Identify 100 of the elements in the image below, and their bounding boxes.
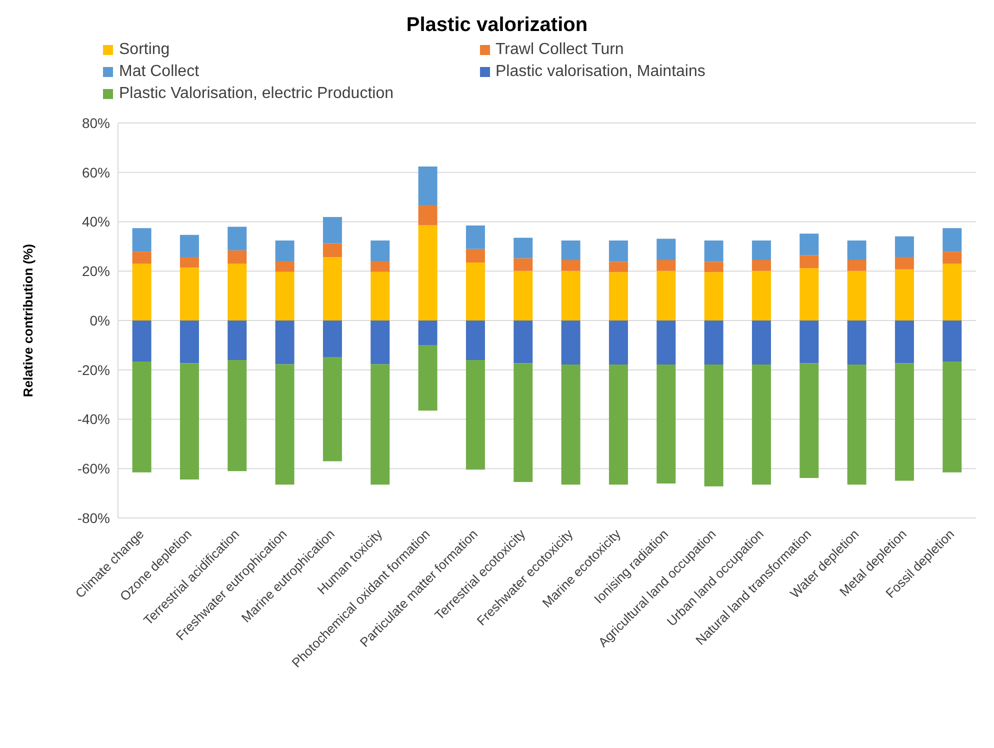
bar (656, 364, 676, 484)
bar (561, 260, 580, 271)
bar (275, 272, 294, 320)
bar (180, 268, 199, 320)
bar (800, 320, 819, 364)
bar (800, 234, 819, 256)
bar (656, 238, 676, 260)
y-tick-label: 20% (82, 263, 110, 280)
bar (418, 166, 438, 205)
bar (704, 262, 724, 272)
bar (942, 264, 962, 320)
bar (322, 243, 342, 258)
bar (275, 364, 294, 485)
bar (752, 260, 771, 271)
bar (132, 320, 152, 362)
bar (847, 320, 866, 364)
bar (514, 363, 533, 482)
bar (418, 345, 438, 411)
bar (466, 248, 485, 262)
bar (275, 320, 294, 364)
bar (800, 268, 819, 320)
bar (370, 320, 390, 364)
bar (608, 272, 628, 320)
bar (132, 228, 152, 252)
bar (704, 240, 724, 262)
bar (656, 270, 676, 320)
bar (894, 236, 914, 258)
legend-label: Plastic valorisation, Maintains (494, 63, 706, 81)
y-tick-label: -80% (77, 510, 110, 526)
bar (656, 260, 676, 271)
bar (800, 255, 819, 268)
bar (847, 270, 866, 320)
bar (228, 320, 247, 360)
bar (418, 204, 438, 226)
legend-label: Sorting (118, 41, 171, 59)
bar (370, 240, 390, 262)
bar (800, 363, 819, 478)
bar (847, 260, 866, 271)
bar (228, 264, 247, 320)
bar (608, 262, 628, 272)
bar (370, 364, 390, 485)
bar (514, 270, 533, 320)
bar (132, 264, 152, 320)
bar (132, 361, 152, 472)
bar (608, 364, 628, 485)
bar (561, 240, 580, 260)
bar (228, 360, 247, 472)
bar (752, 320, 771, 364)
bar (322, 257, 342, 320)
bar (418, 225, 438, 320)
bar (132, 252, 152, 264)
bar (275, 240, 294, 262)
bar (752, 270, 771, 320)
y-tick-label: 40% (82, 214, 110, 230)
bar (322, 320, 342, 358)
bar (561, 270, 580, 320)
y-tick-label: 80% (82, 114, 110, 131)
bar (514, 238, 533, 258)
bar (894, 257, 914, 270)
chart-title: Plastic valorization (405, 13, 589, 37)
bar (847, 240, 866, 260)
bar (466, 225, 485, 249)
bar (418, 320, 438, 346)
bar (704, 364, 724, 486)
legend-label: Plastic Valorisation, electric Production (118, 85, 394, 103)
bar (942, 252, 962, 264)
bar (322, 217, 342, 244)
bar (704, 272, 724, 320)
bar (228, 226, 247, 250)
bar (370, 272, 390, 320)
bar (180, 363, 199, 480)
bar (608, 320, 628, 364)
y-tick-label: -40% (77, 411, 110, 428)
bar (894, 363, 914, 481)
legend-label: Mat Collect (118, 63, 200, 81)
bar (466, 320, 485, 360)
bar (561, 364, 580, 485)
bar (942, 228, 962, 252)
bar (942, 361, 962, 472)
bar (752, 364, 771, 485)
bar (466, 262, 485, 320)
bar (656, 320, 676, 364)
bar (514, 320, 533, 364)
bar (180, 257, 199, 268)
bar (275, 261, 294, 272)
bar (180, 234, 199, 258)
bar (608, 240, 628, 262)
y-axis-title: Relative contribution (%) (20, 244, 36, 398)
bar (894, 269, 914, 320)
bar (466, 360, 485, 470)
bar (180, 320, 199, 364)
bar (322, 357, 342, 462)
y-tick-label: 60% (82, 164, 110, 180)
bar (704, 320, 724, 364)
bar (847, 364, 866, 485)
bar (228, 250, 247, 264)
bar (894, 320, 914, 364)
y-tick-label: -60% (77, 460, 110, 477)
bar (752, 240, 771, 260)
bar (561, 320, 580, 364)
